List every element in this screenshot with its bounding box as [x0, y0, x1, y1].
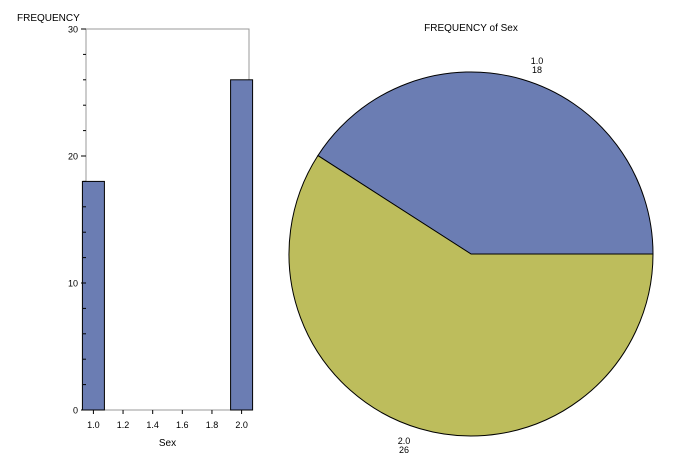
pie-title: FREQUENCY of Sex [424, 23, 518, 34]
histogram-bar-2.0 [230, 79, 254, 411]
histogram-bars [81, 79, 254, 411]
y-tick-label: 20 [68, 152, 78, 162]
histogram-plot-frame [85, 28, 250, 411]
x-tick-label: 1.4 [146, 420, 159, 430]
histogram-y-axis: 0 10 20 30 [68, 25, 86, 416]
pie-slice-1.0 [317, 71, 654, 255]
x-tick-label: 2.0 [235, 420, 248, 430]
histogram-xlabel: Sex [159, 438, 176, 449]
pie-slice-label-1: 1.0 18 [531, 56, 544, 75]
y-tick-label: 30 [68, 25, 78, 35]
x-tick-label: 1.2 [117, 420, 130, 430]
x-tick-label: 1.6 [176, 420, 189, 430]
histogram-bar-1.0 [81, 180, 105, 411]
pie-slice-label-2: 2.0 26 [398, 436, 411, 455]
pie-slice-label-count: 18 [532, 65, 542, 75]
histogram-x-axis: 1.0 1.2 1.4 1.6 1.8 2.0 [87, 410, 248, 430]
y-tick-label: 0 [73, 406, 78, 416]
pie-slices [288, 71, 654, 437]
x-tick-label: 1.8 [206, 420, 219, 430]
pie-slice-label-category: 2.0 [398, 436, 411, 446]
pie-panel: FREQUENCY of Sex 1.0 18 2.0 26 [288, 23, 654, 455]
pie-slice-2.0 [288, 154, 654, 437]
x-tick-label: 1.0 [87, 420, 100, 430]
pie-slice-label-count: 26 [399, 445, 409, 455]
pie-slice-label-category: 1.0 [531, 56, 544, 66]
histogram-ylabel: FREQUENCY [17, 13, 80, 24]
histogram-panel: FREQUENCY 0 10 20 30 1.0 1.2 1.4 1.6 1.8 2.0 Sex [17, 13, 254, 449]
y-tick-label: 10 [68, 279, 78, 289]
